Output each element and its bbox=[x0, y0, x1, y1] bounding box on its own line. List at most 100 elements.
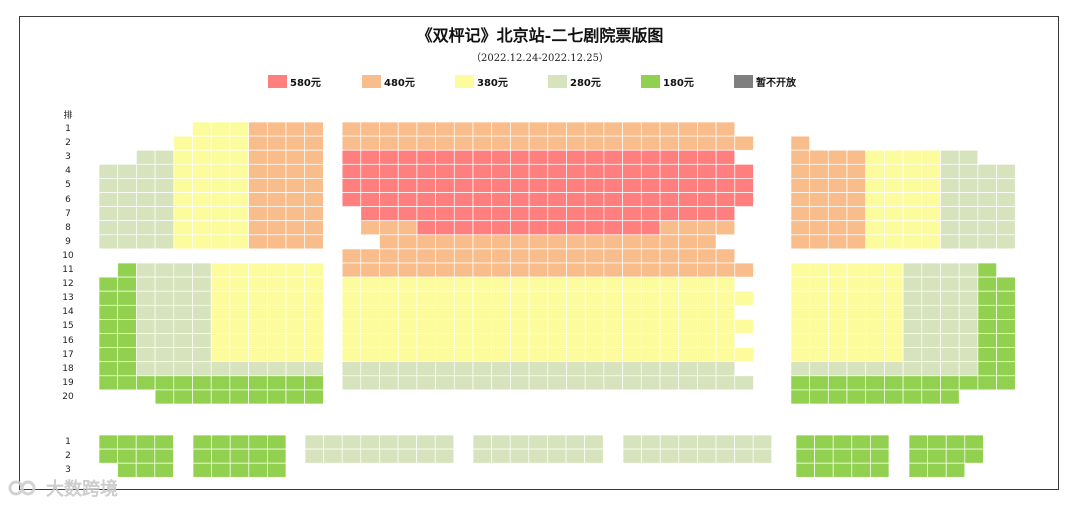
seat-balcony bbox=[472, 434, 492, 450]
seat-left bbox=[154, 389, 175, 405]
seat-left bbox=[285, 333, 306, 348]
seat-center bbox=[453, 192, 474, 207]
seat-left bbox=[248, 375, 268, 391]
seat-center bbox=[715, 276, 736, 292]
seat-center bbox=[622, 276, 642, 292]
seat-right bbox=[884, 163, 904, 179]
seat-balcony bbox=[734, 448, 754, 464]
seat-center bbox=[678, 276, 698, 292]
seat-left bbox=[248, 192, 268, 207]
seat-center bbox=[622, 220, 642, 236]
seat-center bbox=[697, 375, 717, 391]
seat-center bbox=[697, 276, 717, 292]
seat-center bbox=[472, 347, 493, 363]
seat-right bbox=[977, 347, 997, 363]
seat-center bbox=[491, 333, 511, 348]
seat-center bbox=[715, 178, 736, 193]
seat-center bbox=[603, 234, 623, 250]
seat-right bbox=[958, 304, 979, 320]
seat-right bbox=[865, 304, 885, 320]
seat-center bbox=[472, 192, 493, 207]
seat-center bbox=[640, 333, 661, 348]
seat-center bbox=[584, 248, 605, 264]
seat-center bbox=[416, 248, 436, 264]
seat-right bbox=[958, 220, 979, 236]
seat-right bbox=[958, 149, 979, 165]
seat-center bbox=[584, 361, 605, 377]
seat-right bbox=[921, 192, 941, 207]
seat-right bbox=[921, 389, 941, 405]
seat-left bbox=[154, 276, 175, 292]
seat-balcony bbox=[565, 448, 585, 464]
seat-center bbox=[341, 262, 362, 278]
seat-left bbox=[136, 163, 156, 179]
seat-center bbox=[435, 149, 455, 165]
seat-center bbox=[360, 192, 380, 207]
seat-left bbox=[173, 135, 193, 151]
seat-center bbox=[715, 149, 736, 165]
seat-balcony bbox=[192, 448, 212, 464]
seat-left bbox=[266, 220, 287, 236]
seat-right bbox=[846, 192, 867, 207]
seat-left bbox=[192, 149, 212, 165]
seat-center bbox=[603, 375, 623, 391]
seat-right bbox=[884, 178, 904, 193]
seat-center bbox=[510, 276, 530, 292]
seat-center bbox=[491, 192, 511, 207]
row-label-13: 13 bbox=[62, 293, 74, 304]
page-title: 《双枰记》北京站-二七剧院票版图 bbox=[416, 26, 664, 45]
seat-balcony bbox=[248, 462, 268, 478]
seat-balcony bbox=[379, 434, 399, 450]
seat-balcony bbox=[795, 434, 815, 450]
seat-center bbox=[510, 319, 530, 334]
seat-right bbox=[902, 192, 923, 207]
seat-right bbox=[846, 262, 867, 278]
seat-right bbox=[921, 234, 941, 250]
seat-center bbox=[510, 163, 530, 179]
seat-right bbox=[996, 163, 1016, 179]
seat-center bbox=[715, 135, 736, 151]
seat-center bbox=[528, 276, 549, 292]
seat-left bbox=[173, 290, 193, 306]
seat-center bbox=[659, 319, 680, 334]
seat-right bbox=[790, 276, 810, 292]
seat-left bbox=[98, 319, 119, 334]
seat-balcony bbox=[117, 448, 137, 464]
seat-center bbox=[547, 333, 567, 348]
seat-right bbox=[846, 163, 867, 179]
seat-right bbox=[940, 234, 960, 250]
seat-center bbox=[472, 262, 493, 278]
seat-center bbox=[547, 163, 567, 179]
seat-balcony bbox=[908, 434, 928, 450]
seat-center bbox=[622, 163, 642, 179]
seat-center bbox=[491, 220, 511, 236]
seat-left bbox=[192, 347, 212, 363]
seat-center bbox=[640, 220, 661, 236]
seat-left bbox=[136, 375, 156, 391]
seat-left bbox=[304, 389, 324, 405]
seat-right bbox=[958, 262, 979, 278]
seat-left bbox=[229, 304, 249, 320]
seat-balcony bbox=[584, 434, 604, 450]
seat-center bbox=[547, 121, 567, 137]
seat-balcony bbox=[622, 434, 642, 450]
seat-center bbox=[603, 192, 623, 207]
seat-balcony bbox=[814, 462, 834, 478]
seat-center bbox=[566, 135, 586, 151]
balcony-row-label-3: 3 bbox=[65, 465, 71, 476]
seat-center bbox=[379, 304, 399, 320]
seat-right bbox=[902, 178, 923, 193]
seat-center bbox=[547, 276, 567, 292]
seat-left bbox=[173, 347, 193, 363]
seat-left bbox=[136, 262, 156, 278]
seat-center bbox=[472, 290, 493, 306]
seat-left bbox=[136, 178, 156, 193]
seat-center bbox=[678, 234, 698, 250]
seat-right bbox=[902, 347, 923, 363]
seat-center bbox=[584, 234, 605, 250]
seat-center bbox=[640, 304, 661, 320]
seat-left bbox=[248, 304, 268, 320]
seat-center bbox=[622, 121, 642, 137]
seat-center bbox=[528, 361, 549, 377]
seat-left bbox=[117, 234, 137, 250]
